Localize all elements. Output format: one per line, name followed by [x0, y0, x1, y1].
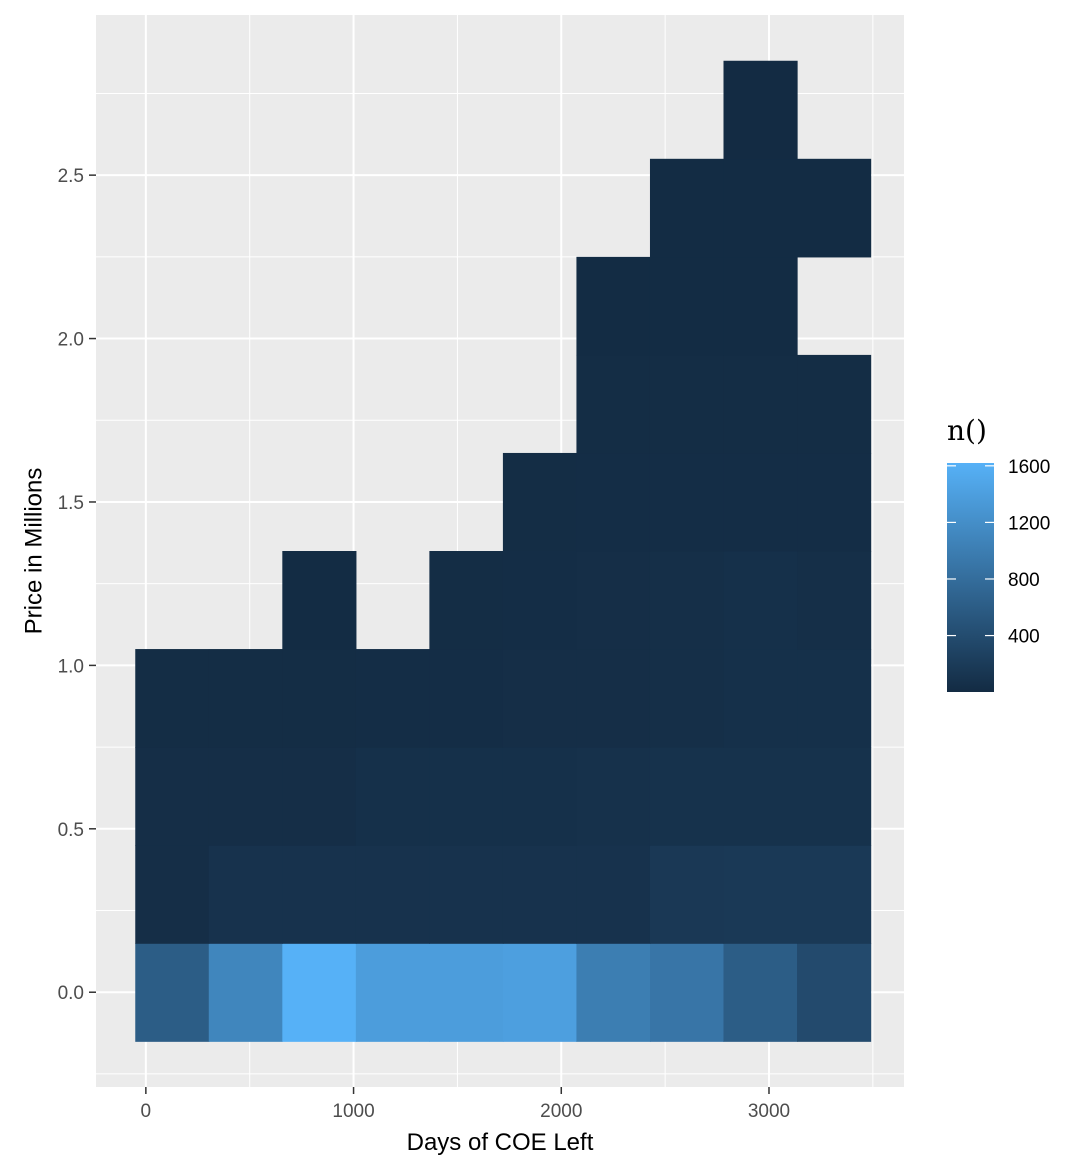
heatmap-cell — [502, 551, 578, 650]
heatmap-cell — [282, 551, 357, 650]
heatmap-cell — [135, 747, 210, 846]
x-tick-label: 2000 — [540, 1101, 582, 1122]
y-tick-label: 1.5 — [58, 493, 84, 514]
x-tick-label: 1000 — [332, 1101, 374, 1122]
color-legend: n() 400 800 1200 1600 — [947, 414, 1050, 692]
heatmap-cell — [576, 256, 651, 356]
heatmap-cell — [576, 649, 651, 748]
x-axis-title: Days of COE Left — [407, 1129, 594, 1156]
heatmap-cell — [502, 845, 578, 944]
heatmap-cell — [797, 354, 872, 454]
heatmap-cell — [355, 649, 430, 748]
heatmap-cell — [723, 943, 798, 1042]
x-tick-label: 0 — [141, 1101, 152, 1122]
heatmap-cell — [282, 747, 357, 846]
heatmap-cell — [797, 158, 872, 258]
legend-tick-label: 1600 — [1008, 457, 1050, 478]
heatmap-cell — [355, 943, 430, 1042]
heatmap-cell — [502, 452, 578, 552]
x-axis: 0 1000 2000 3000 — [141, 1087, 790, 1122]
heatmap-cell — [576, 943, 651, 1042]
y-axis-title: Price in Millions — [20, 468, 47, 635]
heatmap-cell — [576, 452, 651, 552]
heatmap-cell — [797, 747, 872, 846]
heatmap-cell — [429, 649, 504, 748]
heatmap-cell — [723, 256, 798, 356]
heatmap-cell — [649, 551, 725, 650]
heatmap-cell — [649, 943, 725, 1042]
heatmap-cell — [576, 845, 651, 944]
heatmap-cell — [797, 649, 872, 748]
heatmap-cell — [649, 354, 725, 454]
heatmap-cell — [797, 943, 872, 1042]
heatmap-cell — [576, 354, 651, 454]
heatmap-cell — [502, 943, 578, 1042]
heatmap-cell — [723, 747, 798, 846]
y-tick-label: 1.0 — [58, 656, 84, 677]
x-tick-label: 3000 — [748, 1101, 790, 1122]
heatmap-cell — [429, 845, 504, 944]
y-tick-label: 0.0 — [58, 983, 84, 1004]
heatmap-cell — [723, 551, 798, 650]
heatmap-cell — [135, 943, 210, 1042]
heatmap-cell — [208, 747, 283, 846]
legend-title: n() — [947, 414, 987, 447]
heatmap-cell — [282, 943, 357, 1042]
y-axis: 0.0 0.5 1.0 1.5 2.0 2.5 — [58, 166, 96, 1004]
legend-tick-label: 800 — [1008, 570, 1040, 591]
heatmap-cell — [649, 649, 725, 748]
heatmap-cell — [723, 452, 798, 552]
legend-tick-label: 1200 — [1008, 513, 1050, 534]
heatmap-cell — [723, 649, 798, 748]
heatmap-cell — [355, 845, 430, 944]
legend-ticks: 400 800 1200 1600 — [947, 457, 1050, 648]
heatmap-cell — [797, 845, 872, 944]
heatmap-cell — [576, 747, 651, 846]
heatmap-cell — [502, 747, 578, 846]
heatmap-cell — [797, 551, 872, 650]
heatmap-cell — [208, 845, 283, 944]
legend-colorbar — [947, 463, 994, 692]
heatmap-cell — [429, 551, 504, 650]
heatmap-cell — [208, 649, 283, 748]
heatmap-cell — [429, 943, 504, 1042]
y-tick-label: 2.0 — [58, 330, 84, 351]
heatmap-cell — [723, 845, 798, 944]
heatmap-cell — [576, 551, 651, 650]
heatmap-cell — [723, 158, 798, 258]
heatmap-cell — [282, 649, 357, 748]
y-tick-label: 2.5 — [58, 166, 84, 187]
heatmap-cells — [135, 60, 872, 1042]
heatmap-cell — [502, 649, 578, 748]
y-tick-label: 0.5 — [58, 820, 84, 841]
heatmap-cell — [429, 747, 504, 846]
heatmap-cell — [723, 60, 798, 160]
heatmap-cell — [208, 943, 283, 1042]
heatmap-cell — [649, 256, 725, 356]
heatmap-cell — [355, 747, 430, 846]
heatmap-cell — [649, 845, 725, 944]
heatmap-cell — [797, 452, 872, 552]
heatmap-cell — [723, 354, 798, 454]
heatmap-cell — [135, 845, 210, 944]
heatmap-cell — [649, 747, 725, 846]
legend-tick-label: 400 — [1008, 627, 1040, 648]
heatmap-cell — [135, 649, 210, 748]
heatmap-cell — [649, 158, 725, 258]
heatmap-cell — [282, 845, 357, 944]
heatmap-cell — [649, 452, 725, 552]
